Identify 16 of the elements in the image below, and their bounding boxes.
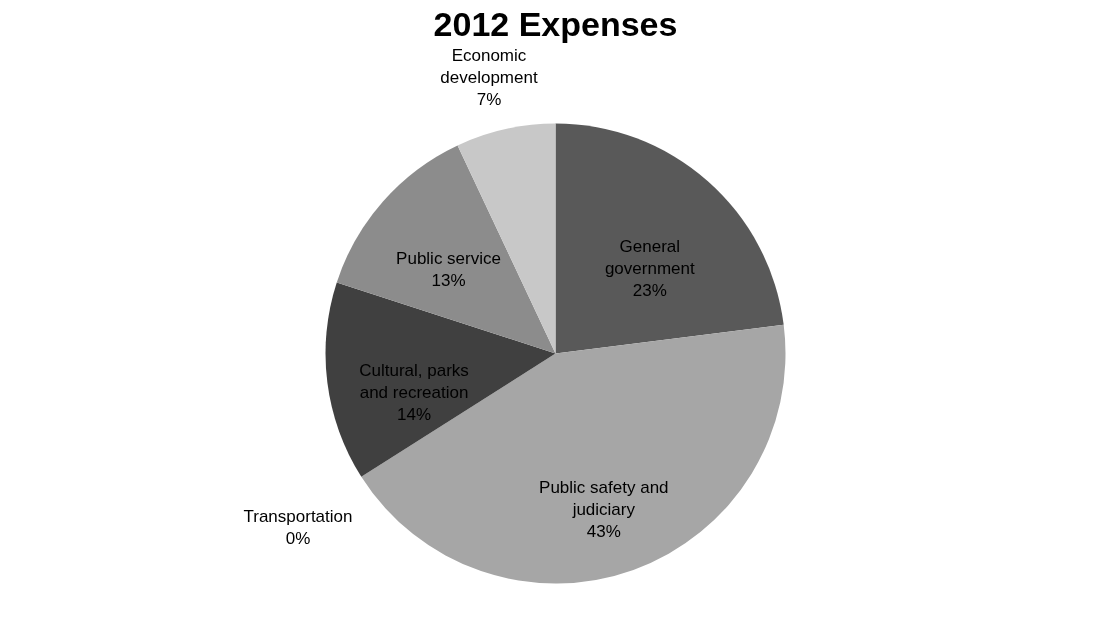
pie-slice — [361, 324, 786, 584]
slice-label: Public safety and judiciary — [539, 477, 669, 519]
slice-label: Cultural, parks and recreation — [359, 361, 469, 403]
text: 0% — [285, 528, 311, 548]
category-label: Transportation — [243, 506, 353, 526]
slice-label: Public service — [396, 249, 501, 269]
data-label: 13% — [431, 271, 466, 291]
data-label: 7% — [476, 89, 502, 109]
slice-label: Economic development — [440, 45, 538, 87]
data-label: 23% — [632, 280, 667, 300]
data-label: 43% — [586, 521, 621, 541]
chart-title: 2012 Expenses — [433, 4, 678, 43]
pie-slice — [336, 145, 556, 354]
slice-label: General government — [604, 236, 695, 278]
data-label: 14% — [397, 405, 432, 425]
pie-slice — [555, 123, 784, 354]
